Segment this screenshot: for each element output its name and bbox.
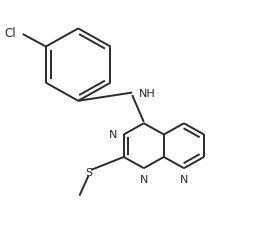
Text: N: N bbox=[109, 130, 117, 140]
Text: N: N bbox=[140, 174, 148, 184]
Text: N: N bbox=[180, 174, 188, 184]
Text: S: S bbox=[85, 167, 92, 177]
Text: Cl: Cl bbox=[4, 27, 16, 40]
Text: NH: NH bbox=[139, 89, 155, 99]
